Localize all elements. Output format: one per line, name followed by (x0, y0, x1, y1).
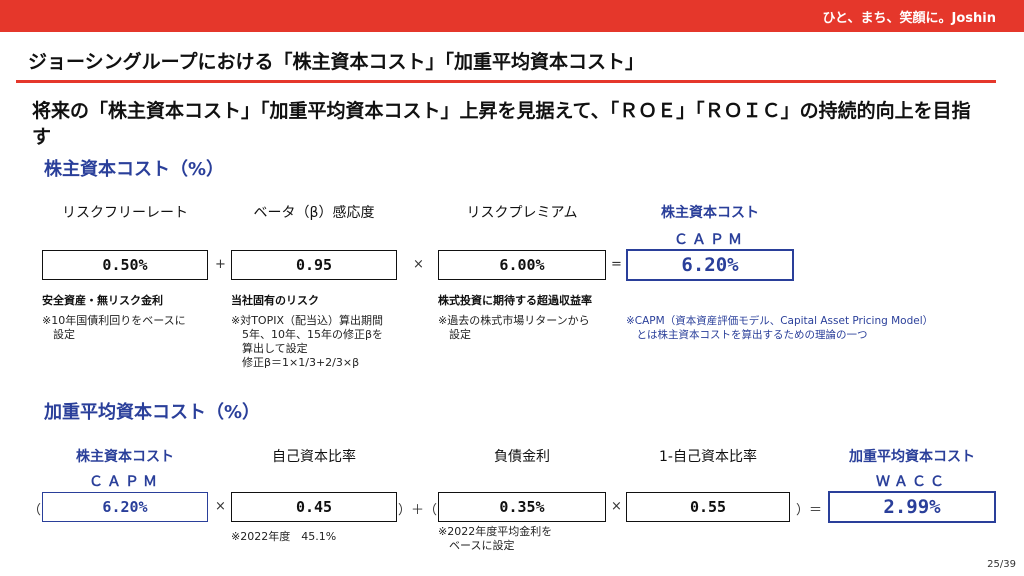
multiply-operator-2: × (611, 499, 622, 514)
debt-rate-header: 負債金利 (494, 449, 550, 465)
risk-premium-header: リスクプレミアム (466, 205, 578, 221)
risk-premium-value: 6.00% (438, 250, 606, 280)
wacc-cost-of-equity-header: 株主資本コスト (76, 449, 174, 465)
multiply-operator: × (215, 499, 226, 514)
close-plus-open-paren: ）＋（ (398, 503, 438, 518)
risk-free-rate-note: ※10年国債利回りをベースに 設定 (42, 314, 186, 341)
beta-value: 0.95 (231, 250, 397, 280)
capm-label: ＣＡＰＭ (674, 232, 746, 248)
equity-ratio-note: ※2022年度 45.1% (231, 530, 337, 543)
beta-note: ※対TOPIX（配当込）算出期間 5年、10年、15年の修正βを 算出して設定 … (231, 314, 384, 369)
wacc-cost-of-equity-value: 6.20% (42, 492, 208, 522)
cost-of-equity-header: 株主資本コスト (661, 205, 759, 221)
equity-ratio-header: 自己資本比率 (272, 449, 356, 465)
title-divider (16, 80, 996, 83)
risk-free-rate-desc: 安全資産・無リスク金利 (42, 294, 163, 307)
page-number: 25/39 (987, 559, 1016, 570)
brand-tagline-logo: ひと、まち、笑顔に。Joshin (822, 11, 996, 26)
top-banner (0, 0, 1024, 32)
slide-title: ジョーシングループにおける「株主資本コスト」「加重平均資本コスト」 (28, 51, 644, 73)
equity-ratio-value: 0.45 (231, 492, 397, 522)
risk-free-rate-value: 0.50% (42, 250, 208, 280)
multiply-operator: × (413, 257, 424, 272)
wacc-section-title: 加重平均資本コスト（%） (44, 402, 261, 423)
plus-operator: + (215, 257, 226, 272)
wacc-label: ＷＡＣＣ (876, 474, 948, 490)
risk-premium-note: ※過去の株式市場リターンから 設定 (438, 314, 590, 341)
one-minus-equity-ratio-header: 1-自己資本比率 (659, 449, 757, 465)
beta-header: ベータ（β）感応度 (253, 205, 375, 221)
capm-definition-note: ※CAPM（資本資産評価モデル、Capital Asset Pricing Mo… (626, 315, 934, 341)
one-minus-equity-ratio-value: 0.55 (626, 492, 790, 522)
wacc-capm-label: ＣＡＰＭ (89, 474, 161, 490)
debt-rate-note: ※2022年度平均金利を ベースに設定 (438, 525, 553, 552)
capm-section-title: 株主資本コスト（%） (44, 159, 225, 180)
open-paren: （ (28, 503, 42, 518)
lead-statement: 将来の「株主資本コスト」「加重平均資本コスト」上昇を見据えて、「ＲＯＥ」「ＲＯＩ… (32, 100, 971, 148)
risk-free-rate-header: リスクフリーレート (62, 205, 188, 221)
beta-desc: 当社固有のリスク (231, 294, 319, 307)
wacc-result: 2.99% (828, 491, 996, 523)
equals-operator: = (611, 257, 622, 272)
close-paren-equals: ）＝ (796, 503, 823, 518)
cost-of-equity-result: 6.20% (626, 249, 794, 281)
wacc-header: 加重平均資本コスト (849, 449, 975, 465)
risk-premium-desc: 株式投資に期待する超過収益率 (438, 294, 592, 307)
debt-rate-value: 0.35% (438, 492, 606, 522)
